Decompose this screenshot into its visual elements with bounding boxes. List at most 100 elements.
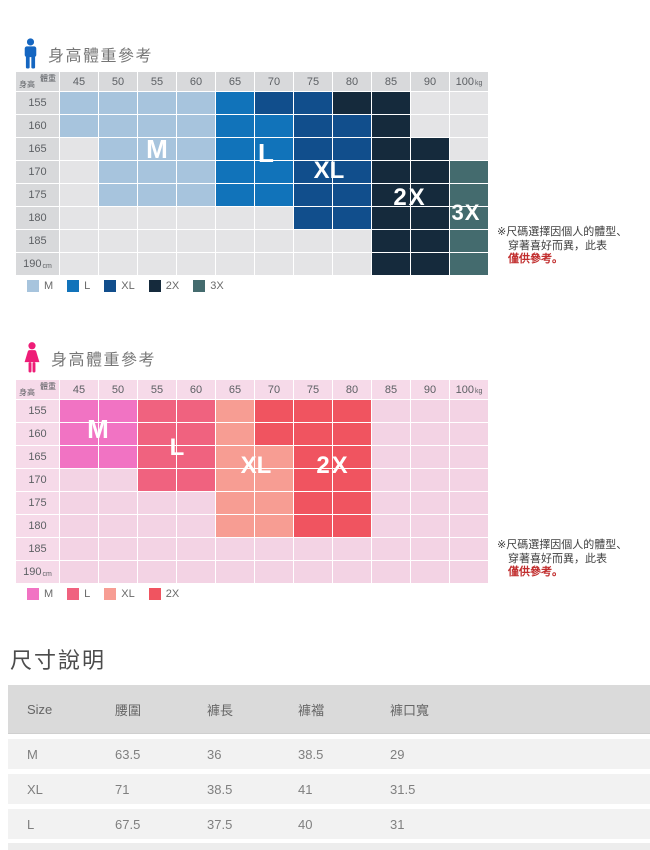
grid-cell [294, 400, 332, 422]
grid-cell [177, 115, 215, 137]
weight-header-cell: 70 [255, 72, 293, 91]
grid-cell [372, 207, 410, 229]
height-value: 175 [28, 497, 47, 509]
weight-value: 55 [150, 383, 164, 396]
legend-label: L [84, 280, 91, 292]
chart-title-text: 身高體重參考 [51, 351, 157, 369]
height-value: 170 [28, 166, 47, 178]
grid-cell [138, 184, 176, 206]
legend-swatch [148, 588, 161, 600]
weight-header-cell: 60 [177, 72, 215, 91]
grid-cell [411, 138, 449, 160]
grid-cell [255, 538, 293, 560]
legend-item: L [67, 588, 90, 600]
legend-item: XL [104, 588, 135, 600]
table-cell: 67.5 [115, 816, 141, 832]
note-line: 穿著喜好而異，此表 [508, 239, 607, 252]
size-region-label: M [87, 414, 109, 444]
grid-cell [177, 92, 215, 114]
grid-cell [372, 446, 410, 468]
table-header-cell: 褲襠 [298, 702, 325, 718]
grid-cell [60, 115, 98, 137]
women-size-legend: M L XL 2X [27, 588, 193, 600]
grid-cell [138, 207, 176, 229]
corner-height-label: 身高 [19, 388, 35, 397]
weight-header-cell: 65 [216, 380, 254, 399]
grid-cell [99, 515, 137, 537]
height-label-cell: 175 [16, 492, 59, 514]
chart-title-text: 身高體重參考 [48, 47, 154, 65]
grid-cell [333, 400, 371, 422]
grid-cell [138, 561, 176, 583]
legend-item: 3X [193, 280, 224, 292]
male-icon [22, 38, 39, 69]
grid-cell [294, 492, 332, 514]
height-label-cell: 180 [16, 515, 59, 537]
women-chart-note: ※尺碼選擇因個人的體型、 穿著喜好而異，此表 僅供參考。 [497, 539, 647, 580]
grid-cell [99, 423, 137, 445]
grid-cell [177, 469, 215, 491]
weight-value: 90 [423, 75, 437, 88]
grid-cell [216, 561, 254, 583]
height-value: 180 [28, 212, 47, 224]
height-label-cell: 160 [16, 423, 59, 445]
weight-value: 60 [189, 383, 203, 396]
grid-cell [450, 230, 488, 252]
grid-cell [333, 230, 371, 252]
grid-cell [372, 515, 410, 537]
grid-cell [255, 400, 293, 422]
legend-swatch [27, 280, 39, 292]
weight-value: 100 [455, 75, 474, 88]
grid-cell [99, 138, 137, 160]
grid-cell [255, 515, 293, 537]
height-value: 165 [28, 451, 47, 463]
grid-cell [411, 423, 449, 445]
grid-cell [138, 230, 176, 252]
table-cell: 71 [115, 781, 130, 797]
grid-cell [138, 115, 176, 137]
weight-header-cell: 90 [411, 380, 449, 399]
grid-cell [60, 138, 98, 160]
note-line: 穿著喜好而異，此表 [508, 552, 607, 565]
grid-cell [60, 253, 98, 275]
legend-label: XL [121, 588, 135, 600]
weight-header-cell: 100 kg [450, 380, 488, 399]
table-row: L 67.5 37.5 40 31 [8, 809, 650, 839]
grid-cell [372, 561, 410, 583]
weight-value: 75 [306, 75, 320, 88]
legend-item: 2X [148, 588, 179, 600]
grid-cell [177, 207, 215, 229]
grid-cell [255, 207, 293, 229]
table-cell: 38.5 [298, 746, 324, 762]
grid-cell [372, 138, 410, 160]
table-cell: 29 [390, 746, 405, 762]
weight-header-cell: 90 [411, 72, 449, 91]
grid-cell [216, 492, 254, 514]
grid-cell [255, 230, 293, 252]
grid-cell [255, 161, 293, 183]
grid-cell [255, 92, 293, 114]
grid-cell [60, 92, 98, 114]
grid-cell [60, 400, 98, 422]
grid-cell [138, 161, 176, 183]
legend-label: M [44, 588, 54, 600]
grid-cell [294, 184, 332, 206]
height-label-cell: 165 [16, 138, 59, 160]
grid-cell [411, 184, 449, 206]
grid-cell [450, 538, 488, 560]
grid-cell [294, 115, 332, 137]
men-size-legend: M L XL 2X 3X [27, 280, 238, 292]
grid-cell [255, 138, 293, 160]
grid-cell [177, 184, 215, 206]
grid-cell [333, 253, 371, 275]
table-cell: 40 [298, 816, 313, 832]
grid-cell [177, 515, 215, 537]
table-cell: M [27, 746, 38, 762]
grid-cell [294, 561, 332, 583]
weight-header-cell: 50 [99, 380, 137, 399]
grid-cell [411, 469, 449, 491]
grid-cell [177, 161, 215, 183]
grid-cell [99, 492, 137, 514]
grid-cell [177, 561, 215, 583]
